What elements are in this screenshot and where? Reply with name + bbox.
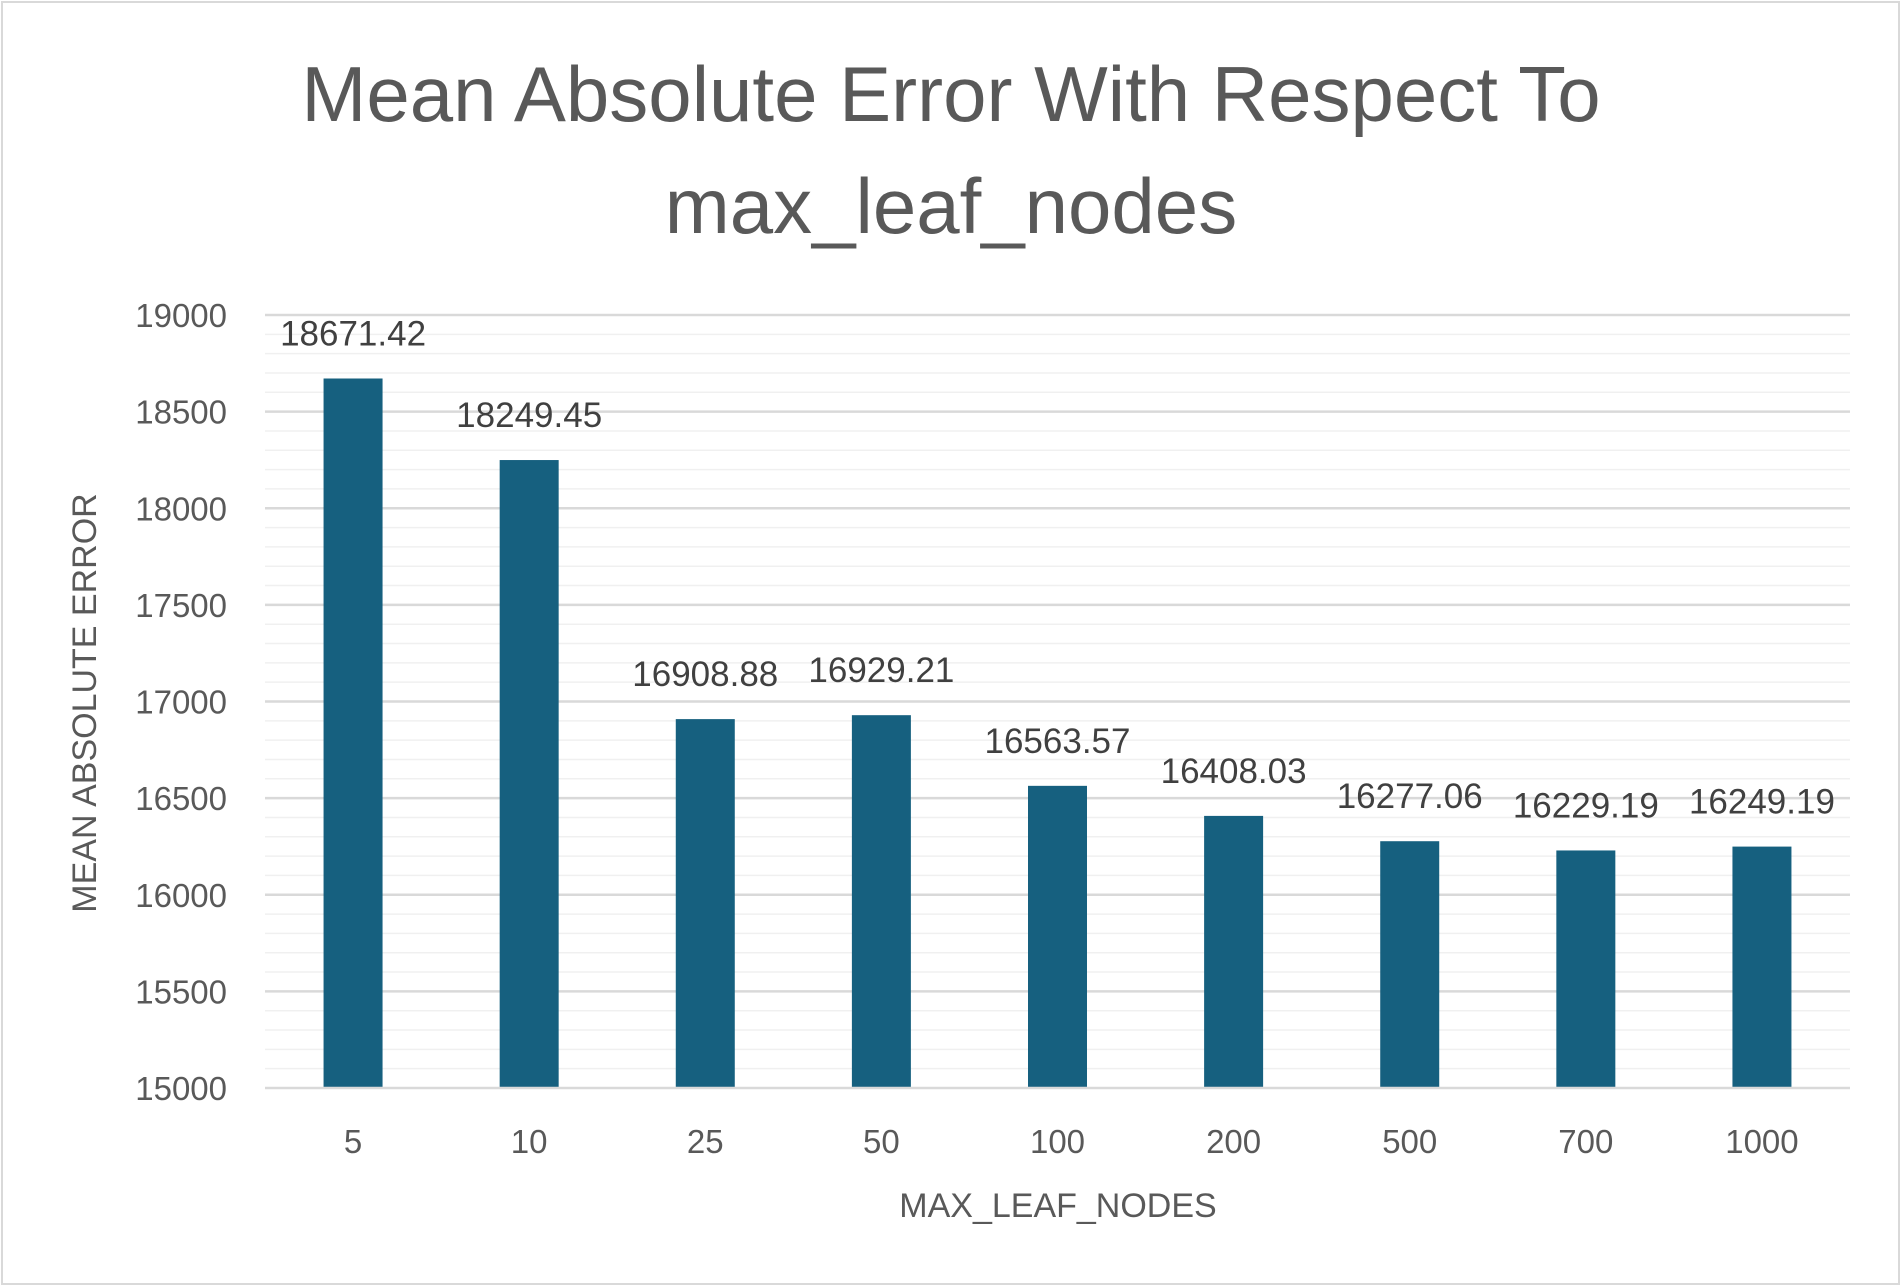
chart-title-line-1: Mean Absolute Error With Respect To xyxy=(301,50,1600,138)
x-tick-label-25: 25 xyxy=(687,1123,724,1160)
bar-5 xyxy=(323,378,383,1089)
data-label-700: 16229.19 xyxy=(1513,786,1659,825)
x-axis-tick-labels: 5 10 25 50 100 200 500 700 1000 xyxy=(344,1123,1799,1160)
bar-50 xyxy=(851,715,911,1088)
x-tick-label-10: 10 xyxy=(511,1123,548,1160)
bar-25 xyxy=(675,719,735,1088)
x-tick-label-500: 500 xyxy=(1382,1123,1437,1160)
x-tick-label-50: 50 xyxy=(863,1123,900,1160)
y-tick-label: 17500 xyxy=(135,587,227,624)
data-label-25: 16908.88 xyxy=(632,655,778,694)
x-tick-label-200: 200 xyxy=(1206,1123,1261,1160)
bar-1000 xyxy=(1732,846,1792,1088)
y-axis-title: MEAN ABSOLUTE ERROR xyxy=(66,493,104,912)
bar-100 xyxy=(1028,785,1087,1088)
y-tick-label: 18000 xyxy=(135,490,227,527)
chart-title-line-2: max_leaf_nodes xyxy=(665,162,1237,250)
bar-10 xyxy=(499,460,559,1088)
y-axis-tick-labels: 15000 15500 16000 16500 17000 17500 18000 18500… xyxy=(135,297,227,1107)
y-tick-label: 18500 xyxy=(135,394,227,431)
x-tick-label-5: 5 xyxy=(344,1123,362,1160)
data-label-5: 18671.42 xyxy=(280,314,426,353)
bar-700 xyxy=(1556,850,1616,1088)
y-tick-label: 16000 xyxy=(135,877,227,914)
data-label-1000: 16249.19 xyxy=(1689,783,1835,822)
data-label-10: 18249.45 xyxy=(456,396,602,435)
y-tick-label: 15500 xyxy=(135,973,227,1010)
y-tick-label: 16500 xyxy=(135,780,227,817)
y-tick-label: 17000 xyxy=(135,684,227,721)
x-tick-label-700: 700 xyxy=(1558,1123,1613,1160)
data-label-50: 16929.21 xyxy=(808,651,954,690)
data-label-100: 16563.57 xyxy=(985,722,1131,761)
bar-200 xyxy=(1204,815,1264,1088)
data-label-200: 16408.03 xyxy=(1161,752,1307,791)
data-label-500: 16277.06 xyxy=(1337,777,1483,816)
x-tick-label-1000: 1000 xyxy=(1725,1123,1798,1160)
bar-500 xyxy=(1380,841,1440,1088)
y-tick-label: 15000 xyxy=(135,1070,227,1107)
y-tick-label: 19000 xyxy=(135,297,227,334)
x-axis-title: MAX_LEAF_NODES xyxy=(899,1187,1216,1225)
data-labels: 18671.42 18249.45 16908.88 16929.21 16563.57… xyxy=(280,314,1835,825)
bars xyxy=(323,378,1792,1089)
x-tick-label-100: 100 xyxy=(1030,1123,1085,1160)
